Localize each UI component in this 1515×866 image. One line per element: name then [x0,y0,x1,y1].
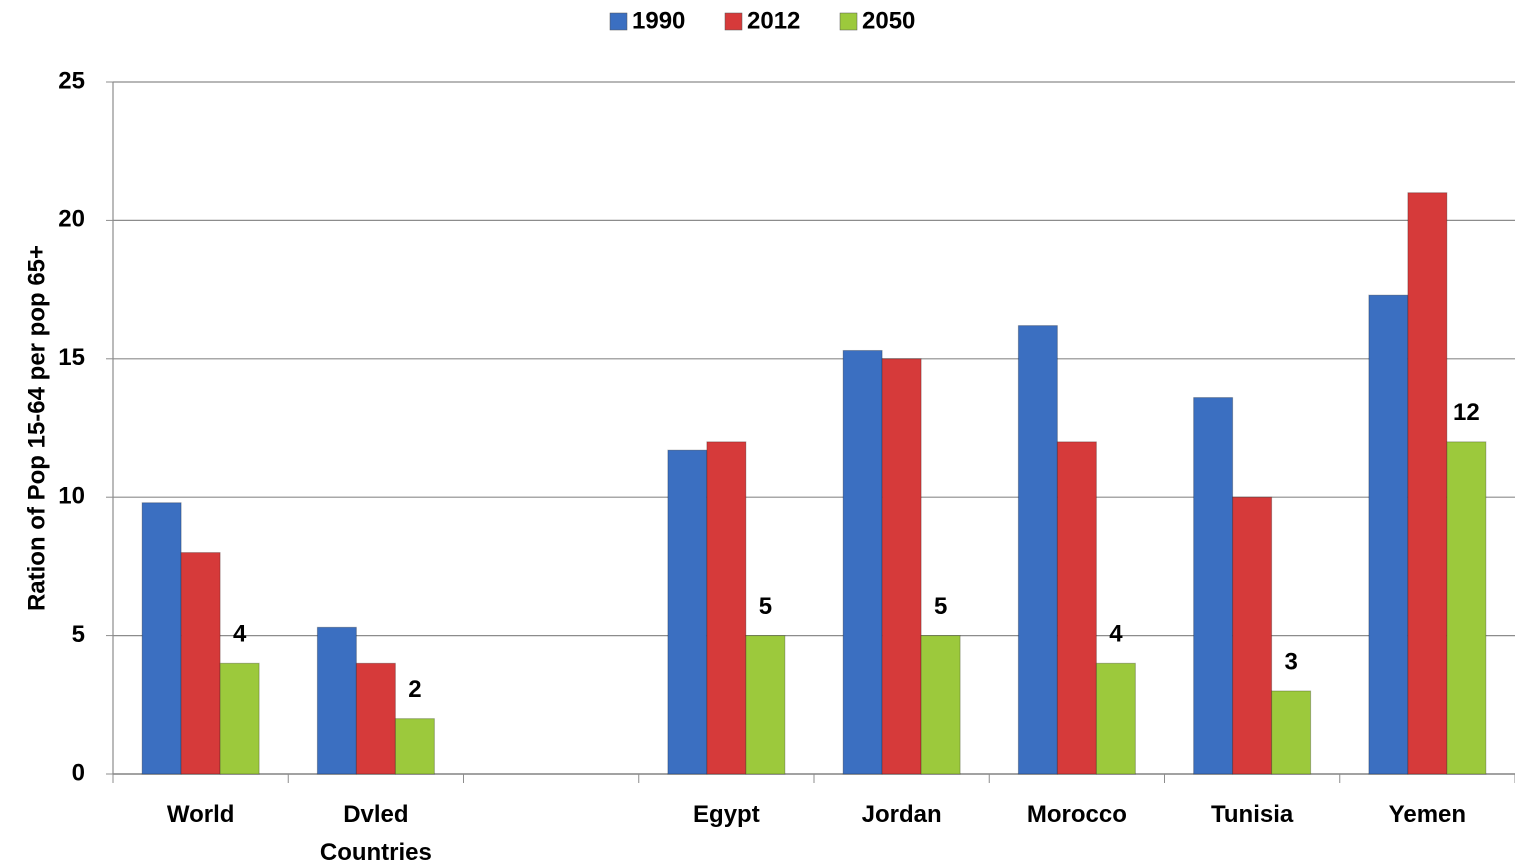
bar [317,627,356,774]
x-tick-label: Jordan [817,796,987,834]
y-tick-label: 5 [72,621,85,648]
x-tick-label: Yemen [1342,796,1512,834]
legend-label: 1990 [632,7,685,34]
bar [1369,295,1408,774]
bar [1057,442,1096,774]
bar [395,719,434,774]
data-label: 4 [1109,621,1123,648]
x-tick-label: Morocco [992,796,1162,834]
x-tick-label: World [116,796,286,834]
bar [746,636,785,774]
bar [707,442,746,774]
bar [1272,691,1311,774]
data-label: 5 [934,593,947,620]
bar [843,350,882,774]
y-tick-label: 20 [58,206,85,233]
bar [1018,326,1057,774]
bar [1096,663,1135,774]
legend-swatch [840,13,857,30]
legend-swatch [610,13,627,30]
x-tick-label: Tunisia [1167,796,1337,834]
bar [220,663,259,774]
data-label: 4 [233,621,247,648]
y-tick-label: 25 [58,67,85,94]
bar [1194,398,1233,774]
x-tick-label: Egypt [641,796,811,834]
legend-label: 2012 [747,7,800,34]
bar [668,450,707,774]
bar [1447,442,1486,774]
legend-label: 2050 [862,7,915,34]
y-tick-label: 15 [58,344,85,371]
data-label: 5 [759,593,772,620]
data-label: 2 [408,676,421,703]
bar [181,553,220,774]
bar [882,359,921,774]
bar [1408,193,1447,774]
chart: Ration of Pop 15-64 per pop 65+ 0 5 10 15 20… [0,0,1515,866]
bar [142,503,181,774]
y-tick-label: 0 [72,759,85,786]
bar [1233,497,1272,774]
bar [921,636,960,774]
y-tick-label: 10 [58,483,85,510]
legend-swatch [725,13,742,30]
data-label: 12 [1453,399,1480,426]
bar [356,663,395,774]
x-tick-label: Dvled Countries [291,796,461,866]
data-label: 3 [1284,648,1297,675]
y-axis-title: Ration of Pop 15-64 per pop 65+ [23,245,50,611]
chart-svg: Ration of Pop 15-64 per pop 65+ 0 5 10 15 20… [0,0,1515,866]
